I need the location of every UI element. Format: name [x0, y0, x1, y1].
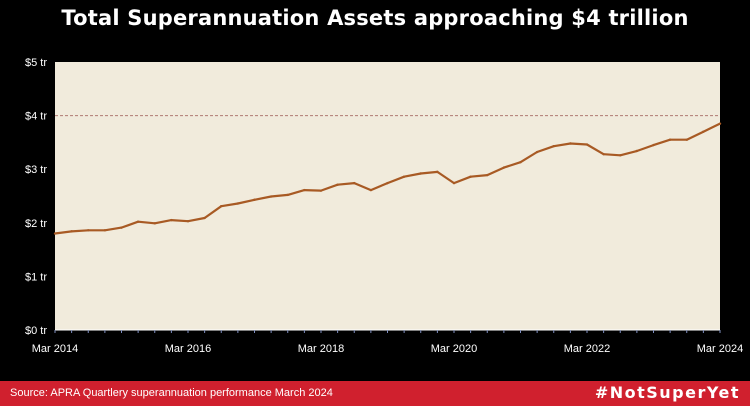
x-tick-label: Mar 2016	[165, 343, 211, 355]
y-tick-label: $5 tr	[25, 57, 47, 69]
source-note: Source: APRA Quartlery superannuation pe…	[10, 387, 333, 399]
footer-bar: Source: APRA Quartlery superannuation pe…	[0, 381, 750, 406]
plot-area	[55, 62, 720, 330]
y-tick-label: $2 tr	[25, 218, 47, 230]
chart-title: Total Superannuation Assets approaching …	[61, 6, 689, 30]
y-tick-label: $1 tr	[25, 271, 47, 283]
x-tick-label: Mar 2018	[298, 343, 344, 355]
y-tick-label: $0 tr	[25, 325, 47, 337]
y-tick-label: $4 tr	[25, 111, 47, 123]
x-axis-tick-labels: Mar 2014 Mar 2016 Mar 2018 Mar 2020 Mar 2022…	[32, 343, 743, 355]
x-tick-label: Mar 2020	[431, 343, 477, 355]
y-axis-tick-labels: $0 tr $1 tr $2 tr $3 tr $4 tr $5 tr	[25, 57, 47, 337]
hashtag: #NotSuperYet	[594, 383, 740, 402]
x-axis-minor-ticks	[54, 330, 721, 333]
series-line-total-assets	[54, 122, 721, 235]
x-tick-label: Mar 2014	[32, 343, 78, 355]
x-tick-label: Mar 2022	[564, 343, 610, 355]
y-tick-label: $3 tr	[25, 164, 47, 176]
x-tick-label: Mar 2024	[697, 343, 743, 355]
